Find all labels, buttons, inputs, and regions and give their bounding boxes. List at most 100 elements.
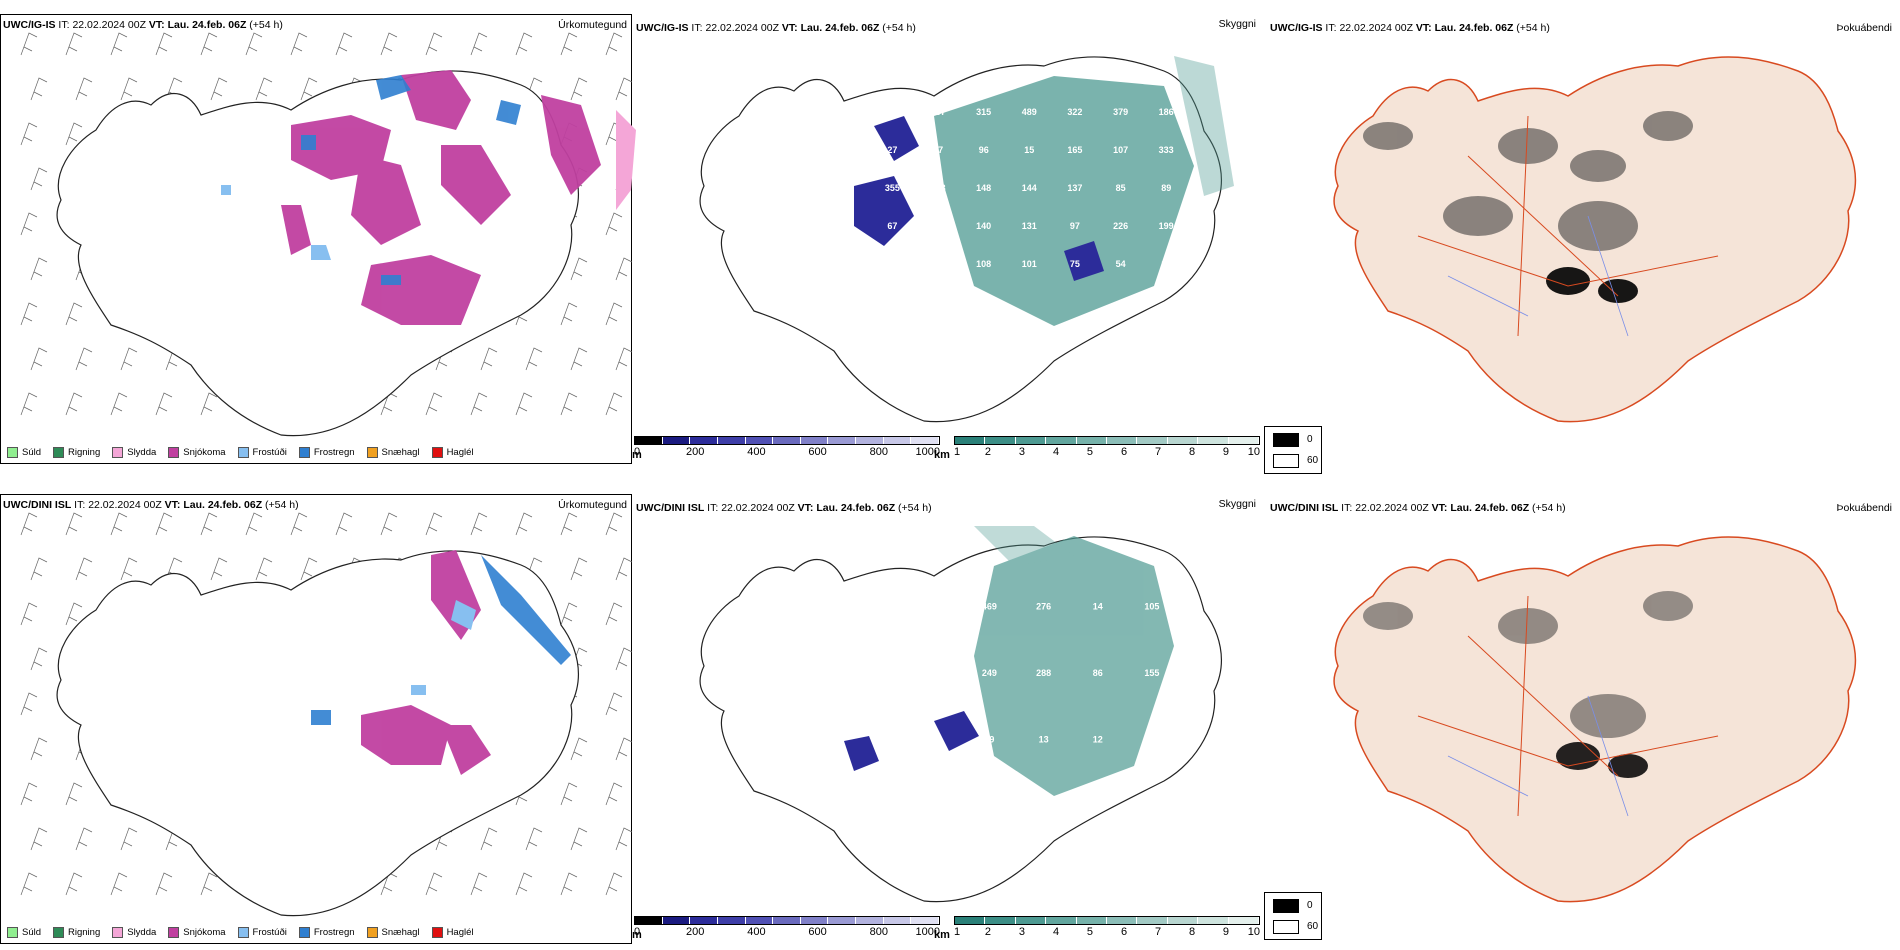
wind-barb [65, 602, 83, 626]
colorbar-tick-label: 6 [1120, 446, 1128, 458]
colorbar-segment [1107, 917, 1138, 924]
wind-barb [380, 512, 398, 536]
wind-barb [605, 602, 623, 626]
wind-barb [470, 872, 488, 896]
colorbar-segment [690, 437, 718, 444]
visibility-unit: km [934, 929, 950, 941]
cloud-base-value: 199 [1159, 221, 1174, 231]
wind-barb [200, 512, 218, 536]
wind-barb [200, 32, 218, 56]
legend-swatch [431, 927, 443, 938]
wind-barb [605, 32, 623, 56]
colorbar-tick-label: 10 [1247, 926, 1260, 938]
colorbar-segment [745, 437, 774, 444]
colorbar-segment [1167, 437, 1199, 444]
wind-barb [480, 347, 498, 371]
legend-item: Snjókoma [168, 447, 226, 458]
cloud-base-value: 226 [1113, 221, 1128, 231]
wind-barb [155, 392, 173, 416]
cloud-base-value: 249 [982, 668, 997, 678]
cloud-base-value: 148 [976, 183, 991, 193]
colorbar-tick-label: 1 [954, 926, 961, 938]
colorbar-tick-label: 8 [1188, 926, 1196, 938]
colorbar-tick-label: 0 [634, 926, 641, 938]
legend-swatch [431, 447, 443, 458]
cloud-base-value: 61 [876, 668, 886, 678]
cloud-base-value: 144 [1022, 183, 1037, 193]
cloud-base-value: 137 [1067, 183, 1082, 193]
wind-barb [20, 872, 38, 896]
cloud-base-value: 85 [1116, 183, 1126, 193]
colorbar-segment [1076, 917, 1108, 924]
colorbar-tick-label: 600 [808, 926, 827, 938]
cloud-base-value: 222 [885, 107, 900, 117]
colorbar-tick-label: 5 [1086, 926, 1094, 938]
wind-barb [110, 392, 128, 416]
colorbar-segment [828, 917, 857, 924]
wind-barb [615, 347, 633, 371]
wind-barb [75, 347, 93, 371]
wind-barb [560, 302, 578, 326]
cloud-panel-top: UWC/IG-IS IT: 22.02.2024 00Z VT: Lau. 24… [632, 14, 1266, 464]
colorbar-tick-label: 7 [1154, 926, 1162, 938]
colorbar-segment [1076, 437, 1108, 444]
visibility-unit: km [934, 449, 950, 461]
colorbar-segment [985, 437, 1016, 444]
colorbar-segment [1198, 917, 1229, 924]
cloud-base-value: 322 [1067, 107, 1082, 117]
colorbar-segment [856, 917, 884, 924]
colorbar-segment [883, 437, 912, 444]
colorbar-tick-label: 2 [984, 446, 992, 458]
panel-title: Þokuábendi [1836, 502, 1892, 514]
colorbar-segment [1167, 917, 1199, 924]
wind-barb [65, 392, 83, 416]
colorbar-segment [690, 917, 718, 924]
colorbar-segment [662, 917, 691, 924]
legend-swatch [237, 447, 249, 458]
cloud-base-value: 131 [1022, 221, 1037, 231]
colorbar-segment [1198, 437, 1229, 444]
wind-barb [570, 77, 588, 101]
fog-legend-swatch [1273, 899, 1299, 913]
colorbar-segment [955, 917, 986, 924]
colorbar-tick-label: 800 [869, 446, 888, 458]
legend-item: Snjókoma [168, 927, 226, 938]
cloud-base-value: 86 [1093, 668, 1103, 678]
colorbar-segment [911, 437, 940, 444]
colorbar-segment [883, 917, 912, 924]
colorbar-tick-label: 200 [686, 926, 705, 938]
wind-barb [605, 392, 623, 416]
wind-barb [515, 512, 533, 536]
cloud-base-value: 155 [1144, 668, 1159, 678]
cloud-base-value: 276 [1036, 601, 1051, 611]
wind-barb [470, 392, 488, 416]
cloud-base-value: 105 [1144, 601, 1159, 611]
colorbar-tick-label: 400 [747, 446, 766, 458]
cloud-base-value: 140 [976, 221, 991, 231]
colorbar-tick-label: 400 [747, 926, 766, 938]
colorbar-tick-label: 600 [808, 446, 827, 458]
colorbar-segment [1046, 917, 1077, 924]
cloud-base-value: 11 [842, 145, 852, 155]
legend-item: Rigning [53, 447, 100, 458]
colorbar-tick-label: 4 [1052, 446, 1060, 458]
precip-map [20, 32, 636, 437]
wind-barb [425, 872, 443, 896]
wind-barb [255, 77, 273, 101]
wind-barb [515, 392, 533, 416]
wind-barb [290, 32, 308, 56]
colorbar-segment [1228, 437, 1260, 444]
wind-barb [155, 32, 173, 56]
cloud-base-value: 12 [1093, 735, 1103, 745]
fog-legend: 0 60 [1264, 426, 1322, 474]
wind-barb [20, 392, 38, 416]
fog-legend-label: 60 [1307, 455, 1319, 466]
legend-item: Súld [7, 447, 41, 458]
legend-item: Frostúði [237, 447, 287, 458]
wind-barb [110, 872, 128, 896]
colorbar-tick-label: 10 [1247, 446, 1260, 458]
wind-barb [200, 872, 218, 896]
wind-barb [605, 872, 623, 896]
colorbar-tick-label: 5 [1086, 446, 1094, 458]
colorbar-tick-label: 8 [1188, 446, 1196, 458]
